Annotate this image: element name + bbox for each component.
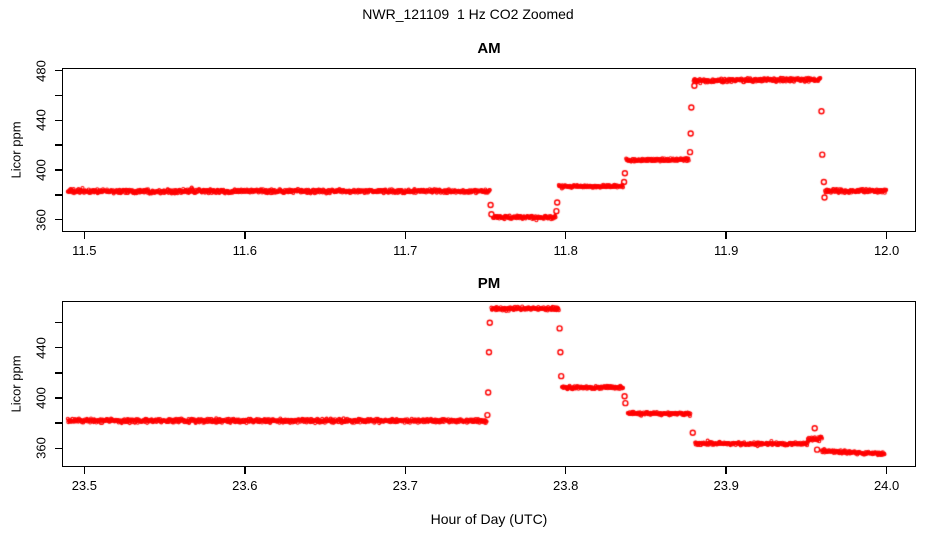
am-x-tick-label: 11.6 [232, 243, 257, 258]
am-y-tick [55, 218, 62, 221]
am-panel-title: AM [477, 40, 501, 57]
am-y-tick-label: 360 [33, 208, 49, 231]
am-y-tick-label: 400 [33, 159, 49, 181]
am-x-tick [564, 232, 567, 239]
am-x-tick [83, 232, 86, 239]
pm-y-tick-label: 440 [33, 336, 49, 359]
pm-y-tick [55, 397, 62, 399]
am-y-tick-label: 480 [33, 59, 49, 82]
pm-plot-area [62, 301, 916, 467]
am-x-tick [885, 232, 888, 239]
am-x-tick [725, 232, 727, 239]
pm-y-tick-label: 400 [33, 387, 49, 409]
pm-x-tick [885, 467, 888, 474]
am-y-axis-label: Licor ppm [8, 121, 24, 179]
am-x-tick [244, 232, 246, 239]
am-y-tick [55, 69, 62, 72]
pm-y-tick [55, 321, 62, 324]
am-y-tick [55, 94, 62, 97]
pm-x-tick-label: 23.8 [553, 478, 579, 493]
x-axis-label: Hour of Day (UTC) [430, 511, 548, 527]
am-y-tick [55, 144, 62, 146]
pm-y-tick [55, 346, 62, 349]
pm-x-tick-label: 23.7 [392, 478, 418, 493]
pm-x-tick [83, 467, 86, 474]
pm-x-tick-label: 23.6 [232, 478, 258, 493]
am-x-tick-label: 11.5 [72, 243, 97, 258]
pm-x-tick [564, 467, 567, 474]
pm-x-tick-label: 24.0 [873, 478, 900, 493]
am-y-tick [55, 119, 62, 122]
am-scatter-canvas [63, 69, 915, 231]
pm-y-tick-label: 360 [33, 437, 49, 460]
pm-y-tick [55, 372, 62, 374]
figure-title: NWR_121109 1 Hz CO2 Zoomed [362, 6, 574, 22]
am-y-tick [55, 194, 62, 196]
am-plot-area [62, 68, 916, 232]
am-x-tick-label: 12.0 [873, 243, 900, 258]
pm-x-tick [725, 467, 727, 474]
pm-panel-title: PM [477, 275, 501, 292]
pm-scatter-canvas [63, 302, 915, 466]
pm-x-tick-label: 23.9 [713, 478, 739, 493]
pm-y-tick [55, 422, 62, 424]
am-x-tick [404, 232, 406, 239]
am-x-tick-label: 11.8 [553, 243, 578, 258]
pm-x-tick [404, 467, 406, 474]
am-y-tick [55, 169, 62, 171]
am-x-tick-label: 11.9 [713, 243, 739, 258]
am-x-tick-label: 11.7 [393, 243, 418, 258]
pm-y-axis-label: Licor ppm [8, 355, 24, 413]
am-y-tick-label: 440 [33, 109, 49, 132]
pm-y-tick [55, 447, 62, 450]
pm-x-tick [244, 467, 246, 474]
pm-x-tick-label: 23.5 [71, 478, 97, 493]
